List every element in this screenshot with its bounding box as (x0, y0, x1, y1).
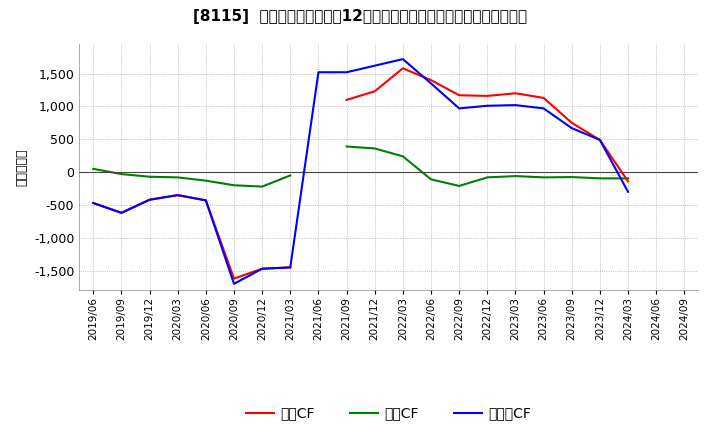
Line: フリーCF: フリーCF (94, 59, 628, 284)
投資CF (286, 173, 294, 178)
フリーCF (258, 266, 266, 271)
投資CF (202, 178, 210, 183)
営業CF (286, 265, 294, 270)
投資CF (174, 175, 182, 180)
フリーCF (624, 189, 632, 194)
営業CF (145, 197, 154, 202)
フリーCF (342, 70, 351, 75)
投資CF (511, 173, 520, 179)
営業CF (539, 95, 548, 100)
フリーCF (370, 63, 379, 68)
Legend: 営業CF, 投資CF, フリーCF: 営業CF, 投資CF, フリーCF (240, 401, 537, 426)
営業CF (624, 179, 632, 184)
投資CF (427, 177, 436, 182)
投資CF (595, 176, 604, 181)
投資CF (145, 174, 154, 180)
営業CF (455, 92, 464, 98)
フリーCF (145, 197, 154, 202)
フリーCF (399, 56, 408, 62)
営業CF (370, 89, 379, 94)
フリーCF (314, 70, 323, 75)
投資CF (399, 154, 408, 159)
フリーCF (230, 281, 238, 286)
フリーCF (286, 265, 294, 270)
営業CF (174, 192, 182, 198)
フリーCF (117, 210, 126, 216)
投資CF (89, 166, 98, 172)
営業CF (89, 200, 98, 205)
投資CF (624, 176, 632, 181)
フリーCF (427, 81, 436, 86)
営業CF (427, 77, 436, 83)
フリーCF (539, 106, 548, 111)
投資CF (539, 175, 548, 180)
営業CF (202, 198, 210, 203)
フリーCF (455, 106, 464, 111)
投資CF (117, 172, 126, 177)
Line: 営業CF: 営業CF (94, 68, 628, 279)
投資CF (230, 183, 238, 188)
投資CF (342, 144, 351, 149)
営業CF (567, 120, 576, 125)
フリーCF (174, 192, 182, 198)
フリーCF (511, 103, 520, 108)
投資CF (483, 175, 492, 180)
営業CF (399, 66, 408, 71)
投資CF (567, 174, 576, 180)
営業CF (117, 210, 126, 216)
投資CF (258, 184, 266, 189)
Y-axis label: （百万円）: （百万円） (15, 148, 28, 186)
Line: 投資CF: 投資CF (94, 147, 628, 187)
営業CF (342, 97, 351, 103)
フリーCF (567, 125, 576, 131)
営業CF (230, 276, 238, 281)
営業CF (595, 137, 604, 143)
営業CF (483, 93, 492, 99)
営業CF (511, 91, 520, 96)
投資CF (370, 146, 379, 151)
フリーCF (483, 103, 492, 108)
フリーCF (595, 137, 604, 143)
フリーCF (89, 200, 98, 205)
営業CF (258, 266, 266, 271)
投資CF (455, 183, 464, 189)
フリーCF (202, 198, 210, 203)
Text: [8115]  キャッシュフローの12か月移動合計の対前年同期増減額の推移: [8115] キャッシュフローの12か月移動合計の対前年同期増減額の推移 (193, 9, 527, 24)
